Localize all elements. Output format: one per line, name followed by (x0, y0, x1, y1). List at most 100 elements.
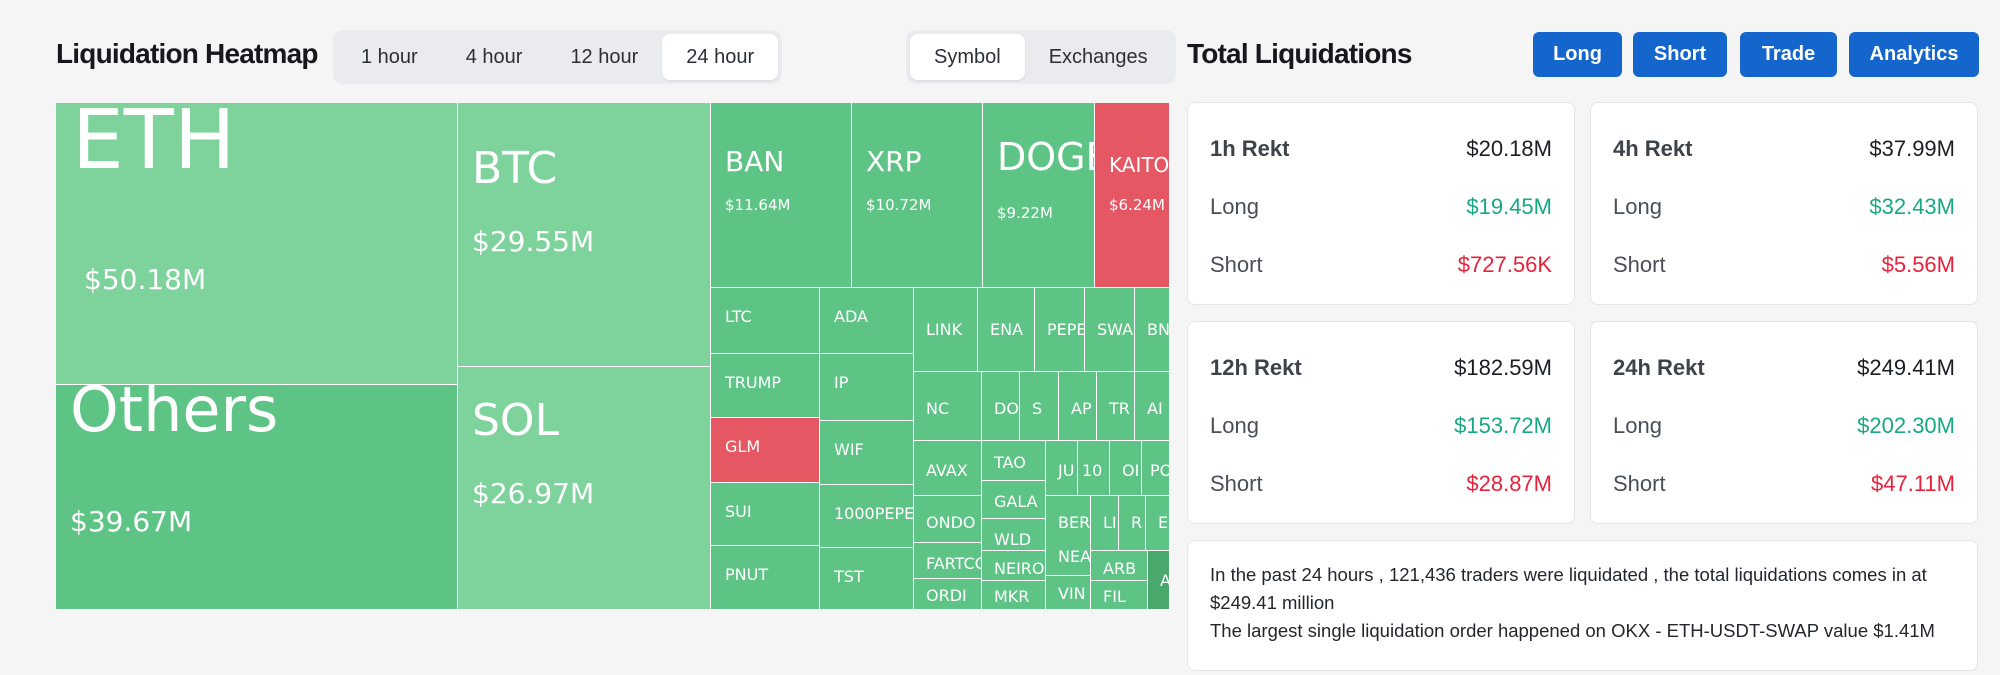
short-label: Short (1613, 471, 1666, 496)
treemap-tile-s[interactable]: S (1020, 372, 1059, 441)
treemap-tile-ltc[interactable]: LTC (711, 288, 820, 354)
treemap-tile-ondo[interactable]: ONDO (914, 496, 982, 543)
tile-value: $26.97M (472, 477, 595, 510)
tile-symbol: FARTCO (926, 554, 982, 573)
treemap-tile-sui[interactable]: SUI (711, 483, 820, 546)
tile-symbol: XRP (866, 145, 922, 178)
treemap-tile-tao[interactable]: TAO (982, 441, 1046, 481)
long-amount: $19.45M (1466, 194, 1552, 219)
tile-symbol: A (1160, 571, 1170, 590)
short-label: Short (1210, 252, 1263, 277)
treemap-tile-pepe[interactable]: PEPE (1035, 288, 1085, 372)
tile-symbol: E (1158, 513, 1169, 532)
tile-value: $9.22M (997, 204, 1053, 222)
short-amount: $727.56K (1457, 252, 1552, 277)
treemap-tile-link[interactable]: LINK (914, 288, 978, 372)
tile-symbol: 1000PEPE (834, 504, 914, 523)
rekt-card-total: $20.18M (1466, 136, 1552, 161)
treemap-tile-e[interactable]: E (1146, 496, 1170, 551)
treemap-tile-oi[interactable]: OI (1110, 441, 1142, 496)
short-button[interactable]: Short (1633, 32, 1727, 77)
treemap-tile-fil[interactable]: FIL (1091, 581, 1148, 610)
treemap-tile-ordi[interactable]: ORDI (914, 579, 982, 610)
treemap-tile-trump[interactable]: TRUMP (711, 354, 820, 418)
treemap-tile-arb[interactable]: ARB (1091, 551, 1148, 581)
treemap-tile-nc[interactable]: NC (914, 372, 982, 441)
treemap-tile-wif[interactable]: WIF (820, 421, 914, 485)
rekt-card-label: 12h Rekt (1210, 355, 1302, 380)
liquidation-treemap: ETH $50.18M Others $39.67M BTC $29.55M SOL $26.… (56, 103, 1170, 610)
treemap-tile-ena[interactable]: ENA (978, 288, 1035, 372)
tile-symbol: PNUT (725, 565, 769, 584)
tile-symbol: BER (1058, 513, 1091, 532)
rekt-card-total: $37.99M (1869, 136, 1955, 161)
summary-line-2: The largest single liquidation order hap… (1210, 620, 1935, 641)
treemap-tile-tst[interactable]: TST (820, 548, 914, 610)
treemap-tile-po[interactable]: PO (1142, 441, 1170, 496)
tile-symbol: BNB (1147, 320, 1170, 339)
time-option-12h[interactable]: 12 hour (570, 46, 639, 68)
time-option-24h[interactable]: 24 hour (662, 34, 779, 80)
treemap-tile-ada[interactable]: ADA (820, 288, 914, 354)
treemap-tile-sol[interactable]: SOL $26.97M (458, 367, 711, 610)
treemap-tile-gala[interactable]: GALA (982, 481, 1046, 519)
treemap-tile-neiro[interactable]: NEIRO (982, 551, 1046, 581)
rekt-card-12h: 12h Rekt $182.59M Long $153.72M Short $28.8… (1187, 321, 1575, 524)
tile-value: $39.67M (70, 505, 193, 538)
treemap-tile-nea[interactable]: NEA (1046, 536, 1091, 576)
analytics-button[interactable]: Analytics (1849, 32, 1979, 77)
rekt-card-label: 1h Rekt (1210, 136, 1290, 161)
treemap-tile-kaito[interactable]: KAITO $6.24M (1095, 103, 1170, 288)
treemap-tile-tr[interactable]: TR (1097, 372, 1135, 441)
treemap-tile-fartco[interactable]: FARTCO (914, 543, 982, 579)
treemap-tile-others[interactable]: Others $39.67M (56, 385, 458, 610)
heatmap-title: Liquidation Heatmap (56, 38, 319, 69)
time-option-4h[interactable]: 4 hour (465, 46, 523, 68)
treemap-tile-ap[interactable]: AP (1059, 372, 1097, 441)
treemap-tile-ju[interactable]: JU (1046, 441, 1078, 496)
short-label: Short (1613, 252, 1666, 277)
treemap-tile-mkr[interactable]: MKR (982, 581, 1046, 610)
treemap-tile-swa[interactable]: SWA (1085, 288, 1135, 372)
treemap-tile-ai[interactable]: AI (1135, 372, 1170, 441)
treemap-tile-do[interactable]: DO (982, 372, 1020, 441)
treemap-tile-ban[interactable]: BAN $11.64M (711, 103, 852, 288)
trade-button[interactable]: Trade (1740, 32, 1837, 77)
tile-symbol: NEIRO (994, 559, 1045, 578)
treemap-tile-bnb[interactable]: BNB (1135, 288, 1170, 372)
long-button[interactable]: Long (1533, 32, 1622, 77)
treemap-tile-ip[interactable]: IP (820, 354, 914, 421)
tile-symbol: SWA (1097, 320, 1134, 339)
tile-symbol: JU (1058, 461, 1075, 480)
treemap-tile-li[interactable]: LI (1091, 496, 1119, 551)
time-range-selector: 1 hour 4 hour 12 hour 24 hour (333, 30, 783, 84)
view-option-symbol[interactable]: Symbol (910, 34, 1025, 80)
treemap-tile-a[interactable]: A (1148, 551, 1170, 610)
tile-symbol: NC (926, 399, 950, 418)
tile-symbol: AP (1071, 399, 1092, 418)
tile-symbol: SOL (472, 395, 560, 446)
treemap-tile-eth[interactable]: ETH $50.18M (56, 103, 458, 385)
time-option-1h[interactable]: 1 hour (361, 46, 418, 68)
view-option-exchanges[interactable]: Exchanges (1048, 46, 1148, 68)
treemap-tile-doge[interactable]: DOGE $9.22M (983, 103, 1095, 288)
treemap-tile-wld[interactable]: WLD (982, 519, 1046, 551)
tile-symbol: PEPE (1047, 320, 1085, 339)
rekt-card-label: 24h Rekt (1613, 355, 1705, 380)
treemap-tile-glm[interactable]: GLM (711, 418, 820, 483)
tile-symbol: PO (1150, 461, 1169, 480)
treemap-tile-btc[interactable]: BTC $29.55M (458, 103, 711, 367)
treemap-tile-1000pepe[interactable]: 1000PEPE (820, 485, 914, 548)
treemap-tile-pnut[interactable]: PNUT (711, 546, 820, 610)
tile-symbol: ETH (72, 103, 236, 188)
tile-symbol: FIL (1103, 587, 1126, 606)
treemap-tile-10[interactable]: 10 (1078, 441, 1110, 496)
treemap-tile-vin[interactable]: VIN (1046, 576, 1091, 610)
short-amount: $47.11M (1871, 471, 1955, 496)
treemap-tile-avax[interactable]: AVAX (914, 441, 982, 496)
tile-symbol: SUI (725, 502, 752, 521)
tile-value: $11.64M (725, 196, 791, 214)
short-amount: $5.56M (1881, 252, 1955, 277)
treemap-tile-xrp[interactable]: XRP $10.72M (852, 103, 983, 288)
treemap-tile-r[interactable]: R (1119, 496, 1146, 551)
